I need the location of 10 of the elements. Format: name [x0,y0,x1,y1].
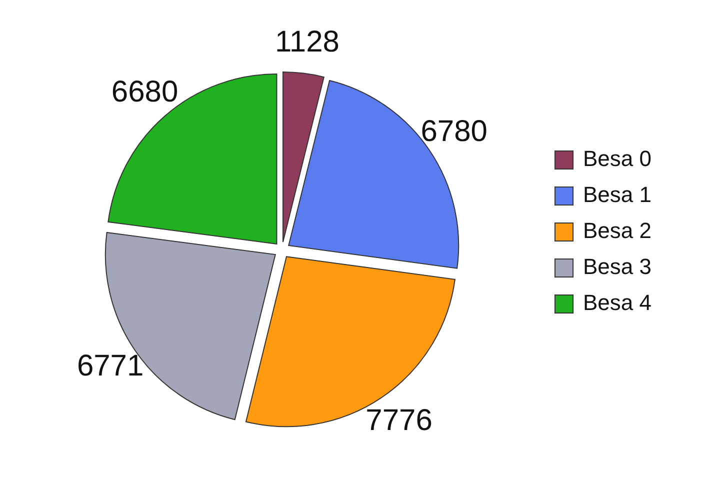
legend-label: Besa 0 [583,146,652,171]
legend-label: Besa 1 [583,182,652,207]
data-label: 1128 [274,25,340,58]
legend-label: Besa 4 [583,290,652,315]
data-label: 7776 [366,404,432,437]
legend-label: Besa 3 [583,254,652,279]
data-label: 6780 [420,115,488,148]
data-label: 6680 [111,76,178,109]
legend-label: Besa 2 [583,218,652,243]
data-label: 6771 [76,349,144,382]
